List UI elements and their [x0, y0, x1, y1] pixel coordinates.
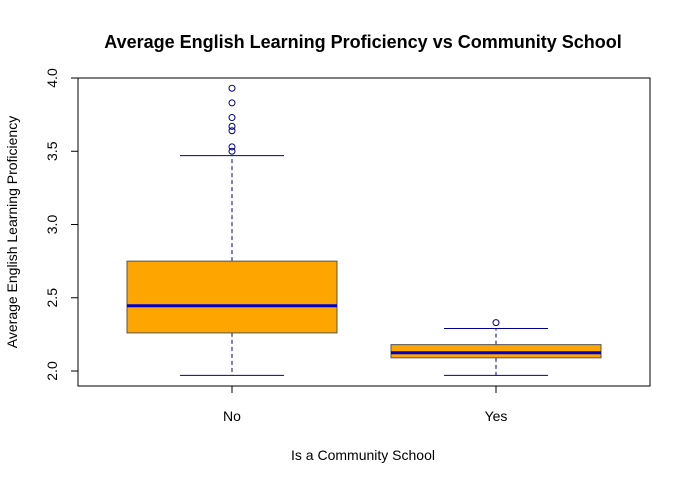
y-axis: 2.0 2.5 3.0 3.5 4.0 — [44, 68, 79, 381]
outlier-point-0 — [228, 147, 236, 155]
outlier-point-2 — [228, 127, 236, 135]
chart-title: Average English Learning Proficiency vs … — [104, 32, 621, 52]
box-yes — [390, 319, 602, 376]
x-axis: No Yes — [223, 385, 508, 424]
box-no — [126, 84, 338, 376]
y-tick-label-4: 4.0 — [44, 68, 60, 88]
y-tick-label-1: 2.5 — [44, 288, 60, 308]
x-tick-label-1: Yes — [485, 408, 508, 424]
box-iqr — [126, 260, 338, 334]
y-tick-label-0: 2.0 — [44, 361, 60, 381]
plot-frame — [77, 77, 651, 387]
outlier-point-3 — [228, 122, 236, 130]
x-axis-label: Is a Community School — [291, 447, 435, 463]
y-tick-label-2: 3.0 — [44, 215, 60, 235]
outlier-point-0 — [492, 319, 500, 327]
x-tick-label-0: No — [223, 408, 241, 424]
outlier-point-1 — [228, 143, 236, 151]
outlier-point-4 — [228, 114, 236, 122]
outlier-point-5 — [228, 99, 236, 107]
boxes-layer — [126, 84, 602, 376]
outlier-point-6 — [228, 84, 236, 92]
y-tick-label-3: 3.5 — [44, 141, 60, 161]
y-axis-label: Average English Learning Proficiency — [4, 116, 20, 348]
